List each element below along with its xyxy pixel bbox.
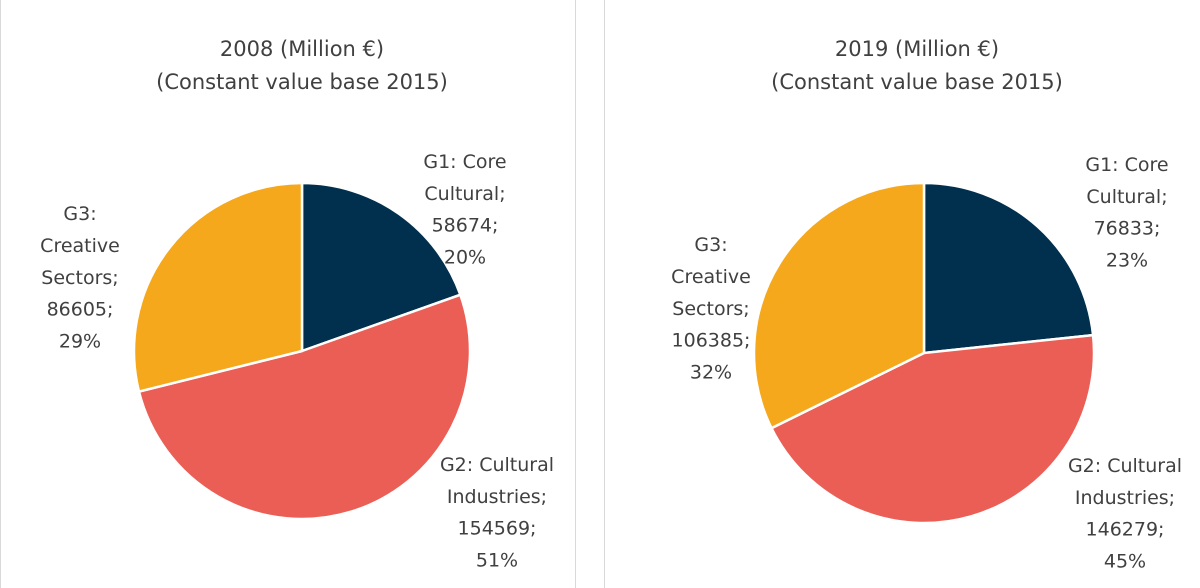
pie-slice xyxy=(752,181,926,430)
category-label: G2: Cultural Industries; xyxy=(440,454,554,508)
slice-label: G3: Creative Sectors; 86605; 29% xyxy=(40,203,120,353)
value-label: 106385; xyxy=(672,330,751,352)
chart-title: 2019 (Million €) xyxy=(835,37,999,61)
slice-label: G1: Core Cultural; 58674; 20% xyxy=(423,151,506,269)
category-label: G3: Creative Sectors; xyxy=(40,203,120,289)
pie-slice xyxy=(922,181,1095,355)
chart-subtitle: (Constant value base 2015) xyxy=(771,70,1063,94)
panel-border xyxy=(0,0,576,588)
pie-slice xyxy=(300,181,462,353)
value-label: 58674; xyxy=(432,215,499,237)
panel-border xyxy=(604,0,605,588)
value-label: 146279; xyxy=(1086,519,1165,541)
chart-title: 2008 (Million €) xyxy=(220,37,384,61)
value-label: 86605; xyxy=(47,299,114,321)
percent-label: 32% xyxy=(690,362,732,384)
percent-label: 51% xyxy=(476,550,518,572)
percent-label: 45% xyxy=(1104,551,1146,573)
value-label: 76833; xyxy=(1094,218,1161,240)
pie-slice xyxy=(769,333,1096,525)
category-label: G2: Cultural Industries; xyxy=(1068,455,1182,509)
pie-slice xyxy=(132,181,304,394)
slice-label: G2: Cultural Industries; 146279; 45% xyxy=(1068,455,1182,573)
slice-label: G3: Creative Sectors; 106385; 32% xyxy=(671,234,751,384)
category-label: G1: Core Cultural; xyxy=(1085,154,1168,208)
chart-subtitle: (Constant value base 2015) xyxy=(156,70,448,94)
percent-label: 20% xyxy=(444,247,486,269)
value-label: 154569; xyxy=(458,518,537,540)
percent-label: 23% xyxy=(1106,250,1148,272)
category-label: G1: Core Cultural; xyxy=(423,151,506,205)
percent-label: 29% xyxy=(59,331,101,353)
slice-label: G1: Core Cultural; 76833; 23% xyxy=(1085,154,1168,272)
pie-slice xyxy=(137,293,472,521)
slice-label: G2: Cultural Industries; 154569; 51% xyxy=(440,454,554,572)
category-label: G3: Creative Sectors; xyxy=(671,234,751,320)
